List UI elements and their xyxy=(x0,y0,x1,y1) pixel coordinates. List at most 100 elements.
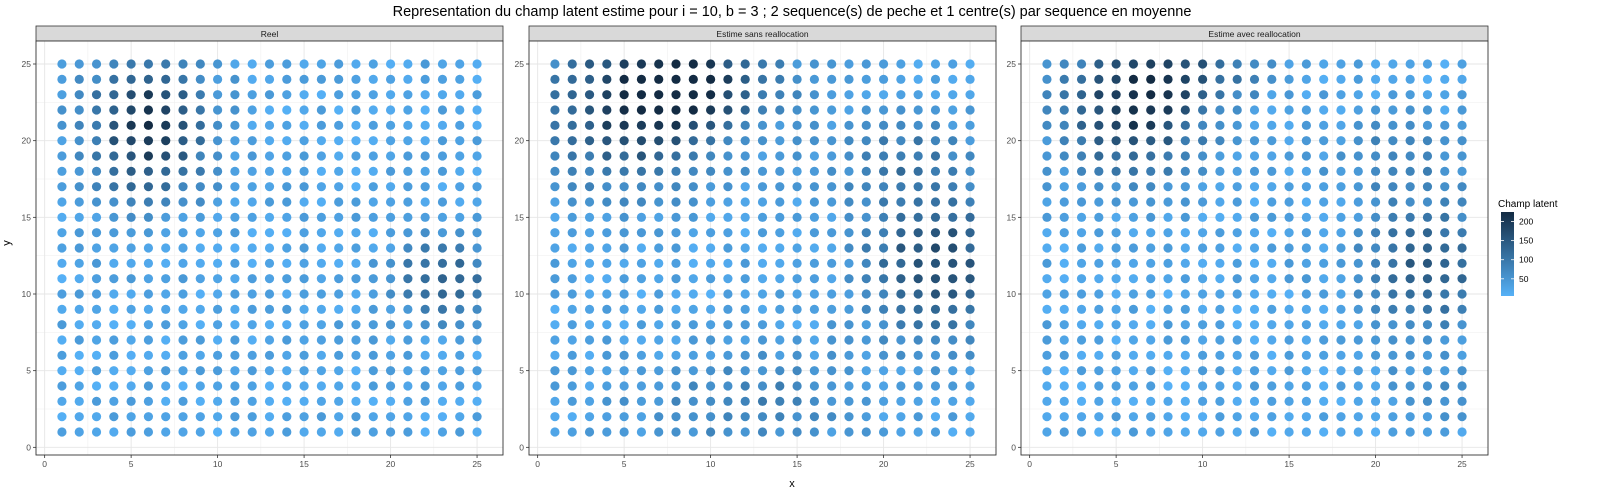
data-point xyxy=(1180,289,1190,299)
data-point xyxy=(1388,151,1398,161)
x-tick-label: 0 xyxy=(42,459,47,469)
data-point xyxy=(1336,320,1346,330)
data-point xyxy=(420,412,430,422)
data-point xyxy=(437,197,448,207)
data-point xyxy=(619,151,629,161)
data-point xyxy=(550,166,560,176)
data-point xyxy=(1388,381,1398,391)
data-point xyxy=(1319,243,1329,253)
data-point xyxy=(827,74,837,84)
data-point xyxy=(437,151,448,161)
panel-border xyxy=(35,40,504,456)
data-point xyxy=(930,136,941,146)
data-point xyxy=(1353,151,1363,161)
data-point xyxy=(91,427,102,437)
data-point xyxy=(109,197,119,207)
data-point xyxy=(1198,166,1208,176)
data-point xyxy=(602,320,612,330)
data-point xyxy=(654,105,664,115)
data-point xyxy=(213,412,223,422)
data-point xyxy=(230,182,240,192)
data-point xyxy=(1094,182,1104,192)
data-point xyxy=(74,350,84,360)
data-point xyxy=(178,120,188,130)
data-point xyxy=(896,304,906,314)
data-point xyxy=(1267,120,1277,130)
data-point xyxy=(844,366,854,376)
data-point xyxy=(351,320,361,330)
data-point xyxy=(1163,182,1173,192)
data-point xyxy=(567,166,577,176)
data-point xyxy=(1111,381,1121,391)
data-point xyxy=(1198,350,1208,360)
data-point xyxy=(420,228,430,238)
data-point xyxy=(1111,258,1121,268)
data-point xyxy=(896,381,906,391)
data-point xyxy=(1163,427,1173,437)
data-point xyxy=(161,396,171,406)
x-tick-label: 15 xyxy=(792,459,802,469)
data-point xyxy=(844,166,854,176)
chart-title: Representation du champ latent estime po… xyxy=(393,4,1192,20)
data-point xyxy=(1301,197,1311,207)
data-point xyxy=(91,243,102,253)
data-point xyxy=(178,74,188,84)
data-point xyxy=(671,182,681,192)
data-point xyxy=(1440,228,1450,238)
data-point xyxy=(213,396,223,406)
data-point xyxy=(1076,350,1087,360)
data-point xyxy=(550,228,560,238)
data-point xyxy=(775,90,785,100)
data-point xyxy=(1042,335,1052,345)
data-point xyxy=(264,151,275,161)
data-point xyxy=(723,243,733,253)
data-point xyxy=(602,151,612,161)
data-point xyxy=(195,335,205,345)
data-point xyxy=(316,289,326,299)
data-point xyxy=(264,335,275,345)
data-point xyxy=(1198,182,1208,192)
data-point xyxy=(619,120,629,130)
data-point xyxy=(1319,412,1329,422)
data-point xyxy=(161,243,171,253)
data-point xyxy=(619,228,629,238)
data-point xyxy=(1163,366,1173,376)
data-point xyxy=(385,105,396,115)
data-point xyxy=(91,304,102,314)
data-point xyxy=(109,304,119,314)
data-point xyxy=(109,105,119,115)
data-point xyxy=(723,304,733,314)
data-point xyxy=(550,243,560,253)
data-point xyxy=(1405,335,1415,345)
data-point xyxy=(654,182,664,192)
data-point xyxy=(282,105,292,115)
data-point xyxy=(247,412,257,422)
data-point xyxy=(195,74,205,84)
data-point xyxy=(1336,197,1346,207)
data-point xyxy=(1370,243,1381,253)
data-point xyxy=(1370,412,1381,422)
data-point xyxy=(913,335,923,345)
data-point xyxy=(1249,396,1260,406)
data-point xyxy=(602,258,612,268)
y-tick-label: 15 xyxy=(22,212,32,222)
data-point xyxy=(1301,381,1311,391)
data-point xyxy=(775,258,785,268)
data-point xyxy=(1180,243,1190,253)
data-point xyxy=(109,412,119,422)
data-point xyxy=(1267,396,1277,406)
data-point xyxy=(264,243,275,253)
data-point xyxy=(420,182,430,192)
data-point xyxy=(1267,228,1277,238)
data-point xyxy=(264,289,275,299)
data-point xyxy=(178,274,188,284)
legend-title: Champ latent xyxy=(1498,199,1558,210)
data-point xyxy=(671,289,681,299)
y-tick-label: 5 xyxy=(1011,366,1016,376)
data-point xyxy=(74,151,84,161)
data-point xyxy=(948,197,958,207)
legend-tick-label: 100 xyxy=(1519,255,1533,265)
data-point xyxy=(827,258,837,268)
data-point xyxy=(706,366,716,376)
x-tick-label: 5 xyxy=(1114,459,1119,469)
